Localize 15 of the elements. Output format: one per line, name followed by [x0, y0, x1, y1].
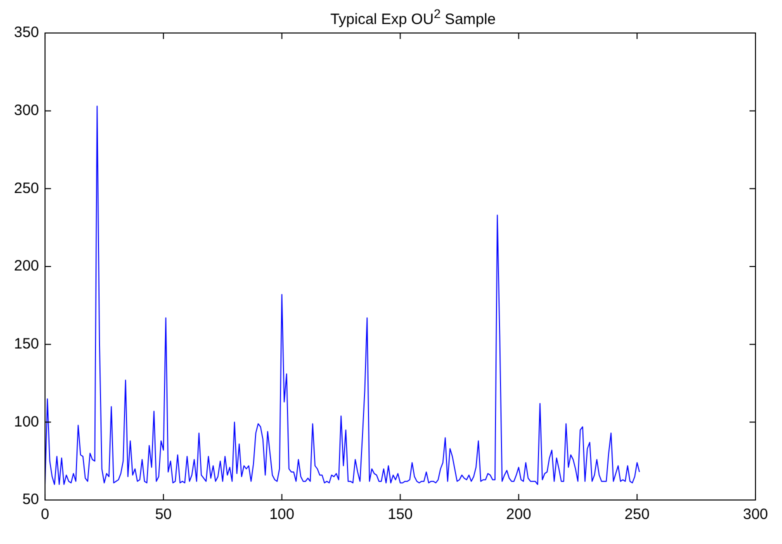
x-tick-label: 0	[40, 506, 50, 524]
x-tick-label: 200	[506, 506, 532, 524]
x-tick-label: 100	[269, 506, 294, 524]
y-tick-label: 50	[22, 491, 40, 508]
x-tick-label: 250	[624, 506, 650, 524]
x-tick-label: 300	[742, 506, 768, 524]
y-tick-label: 100	[14, 413, 40, 430]
y-tick-label: 300	[14, 102, 40, 119]
chart-title: Typical Exp OU$^{2}$ Sample	[329, 6, 497, 28]
x-tick-label: 150	[388, 506, 413, 524]
y-tick-label: 250	[14, 180, 40, 197]
y-tick-label: 350	[14, 24, 40, 42]
y-tick-label: 150	[14, 335, 40, 352]
y-tick-label: 200	[14, 258, 40, 275]
x-tick-label: 50	[155, 506, 172, 524]
